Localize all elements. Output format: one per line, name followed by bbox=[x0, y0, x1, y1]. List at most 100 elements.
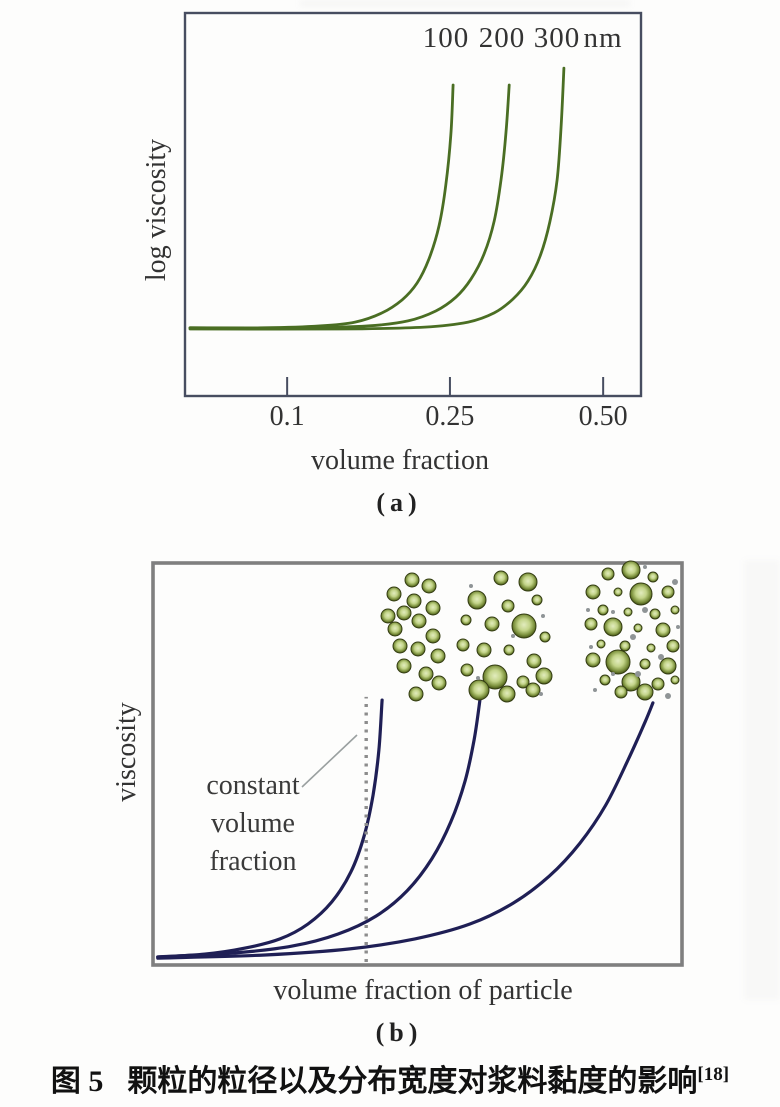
small-particle-dot-icon bbox=[593, 688, 597, 692]
particle-icon bbox=[431, 675, 447, 691]
panel-b-frame bbox=[151, 561, 684, 967]
panel-a-sublabel: (a) bbox=[376, 488, 422, 517]
particle-icon bbox=[585, 652, 601, 668]
particle-icon bbox=[614, 685, 628, 699]
particle-icon bbox=[493, 570, 509, 586]
particle-icon bbox=[392, 638, 408, 654]
particle-icon bbox=[380, 608, 396, 624]
particle-icon bbox=[603, 617, 623, 637]
particle-icon bbox=[613, 587, 623, 597]
particle-icon bbox=[655, 622, 671, 638]
small-particle-dot-icon bbox=[665, 693, 671, 699]
figure-caption: 图 5 颗粒的粒径以及分布宽度对浆料黏度的影响[18] bbox=[0, 1056, 780, 1100]
particle-icon bbox=[404, 572, 420, 588]
small-particle-dot-icon bbox=[672, 579, 678, 585]
particle-icon bbox=[430, 648, 446, 664]
small-particle-dot-icon bbox=[611, 610, 615, 614]
particle-icon bbox=[456, 638, 470, 652]
particle-icon bbox=[659, 657, 677, 675]
particle-icon bbox=[467, 590, 487, 610]
small-particle-dot-icon bbox=[469, 584, 473, 588]
particle-icon bbox=[601, 567, 615, 581]
particle-icon bbox=[396, 658, 412, 674]
particle-icon bbox=[621, 672, 641, 692]
small-particle-dot-icon bbox=[611, 672, 615, 676]
particle-icon bbox=[605, 649, 631, 675]
particle-icon bbox=[425, 628, 441, 644]
panel-a-x-axis-label: volume fraction bbox=[310, 445, 490, 476]
panel-b-y-axis-label: viscosity bbox=[111, 702, 142, 802]
particle-icon bbox=[498, 685, 516, 703]
scan-smudge-right bbox=[744, 560, 780, 1000]
panel-a-curve-200-nm bbox=[188, 83, 511, 330]
particle-icon bbox=[425, 600, 441, 616]
particle-icon bbox=[468, 679, 490, 701]
panel-b-curve-narrow-size-distribution bbox=[156, 698, 384, 959]
constant-volume-fraction-annotation: constant volume fraction bbox=[206, 770, 300, 877]
particle-icon bbox=[633, 623, 643, 633]
particle-icon bbox=[410, 641, 426, 657]
panel-a-tick-0.25: 0.25 bbox=[425, 401, 475, 432]
panel-a-series-unit-nm: nm bbox=[583, 22, 623, 54]
particle-icon bbox=[649, 608, 661, 620]
panel-a-tick-0.50: 0.50 bbox=[578, 401, 628, 432]
particle-icon bbox=[518, 572, 538, 592]
small-particle-dot-icon bbox=[476, 676, 480, 680]
particle-icon bbox=[476, 642, 492, 658]
panel-a-tick-0.1: 0.1 bbox=[269, 401, 305, 432]
panel-b-x-axis-label: volume fraction of particle bbox=[273, 975, 573, 1006]
particle-icon bbox=[619, 640, 631, 652]
small-particle-dot-icon bbox=[635, 671, 641, 677]
particle-icon bbox=[511, 613, 537, 639]
particle-icon bbox=[406, 593, 422, 609]
scan-smudge-top bbox=[300, 0, 630, 7]
panel-b-sublabel: (b) bbox=[375, 1018, 423, 1047]
small-particle-dot-icon bbox=[676, 625, 680, 629]
particle-icon bbox=[585, 584, 601, 600]
small-particle-dot-icon bbox=[630, 634, 636, 640]
panel-a-curve-100-nm bbox=[188, 83, 455, 330]
particle-icon bbox=[636, 683, 654, 701]
particle-icon bbox=[516, 675, 530, 689]
figure-number: 图 5 bbox=[50, 1065, 104, 1098]
panel-a-series-label-100: 100 bbox=[422, 22, 470, 54]
particle-icon bbox=[539, 631, 551, 643]
particle-icon bbox=[584, 617, 598, 631]
particle-icon bbox=[418, 666, 434, 682]
particle-icon bbox=[482, 664, 508, 690]
particle-icon bbox=[387, 621, 403, 637]
panel-a-y-axis-label: log viscosity bbox=[141, 138, 172, 282]
small-particle-dot-icon bbox=[643, 565, 647, 569]
small-particle-dot-icon bbox=[539, 692, 543, 696]
small-particle-dot-icon bbox=[642, 607, 648, 613]
particle-icon bbox=[597, 604, 609, 616]
particle-icon bbox=[629, 582, 653, 606]
particle-icon bbox=[460, 614, 472, 626]
particle-icon bbox=[386, 586, 402, 602]
particle-icon bbox=[525, 682, 541, 698]
annotation-leader-line bbox=[301, 734, 358, 788]
small-particle-dot-icon bbox=[658, 654, 664, 660]
caption-reference: [18] bbox=[697, 1064, 730, 1085]
particle-icon bbox=[639, 658, 651, 670]
panel-b-curve-medium-size-distribution bbox=[156, 698, 482, 959]
particle-icon bbox=[501, 599, 515, 613]
particle-icon bbox=[670, 605, 680, 615]
caption-text: 颗粒的粒径以及分布宽度对浆料黏度的影响 bbox=[127, 1065, 698, 1098]
particle-icon bbox=[596, 639, 606, 649]
particle-icon bbox=[651, 677, 665, 691]
particle-icon bbox=[526, 653, 542, 669]
particle-icon bbox=[411, 613, 427, 629]
particle-icon bbox=[484, 616, 500, 632]
small-particle-dot-icon bbox=[586, 608, 590, 612]
particle-icon bbox=[396, 605, 412, 621]
panel-a-frame bbox=[183, 11, 643, 398]
small-particle-dot-icon bbox=[589, 645, 593, 649]
particle-icon bbox=[621, 560, 641, 580]
particle-icon bbox=[460, 663, 474, 677]
particle-icon bbox=[661, 585, 675, 599]
particle-icon bbox=[535, 667, 553, 685]
particle-icon bbox=[408, 686, 424, 702]
